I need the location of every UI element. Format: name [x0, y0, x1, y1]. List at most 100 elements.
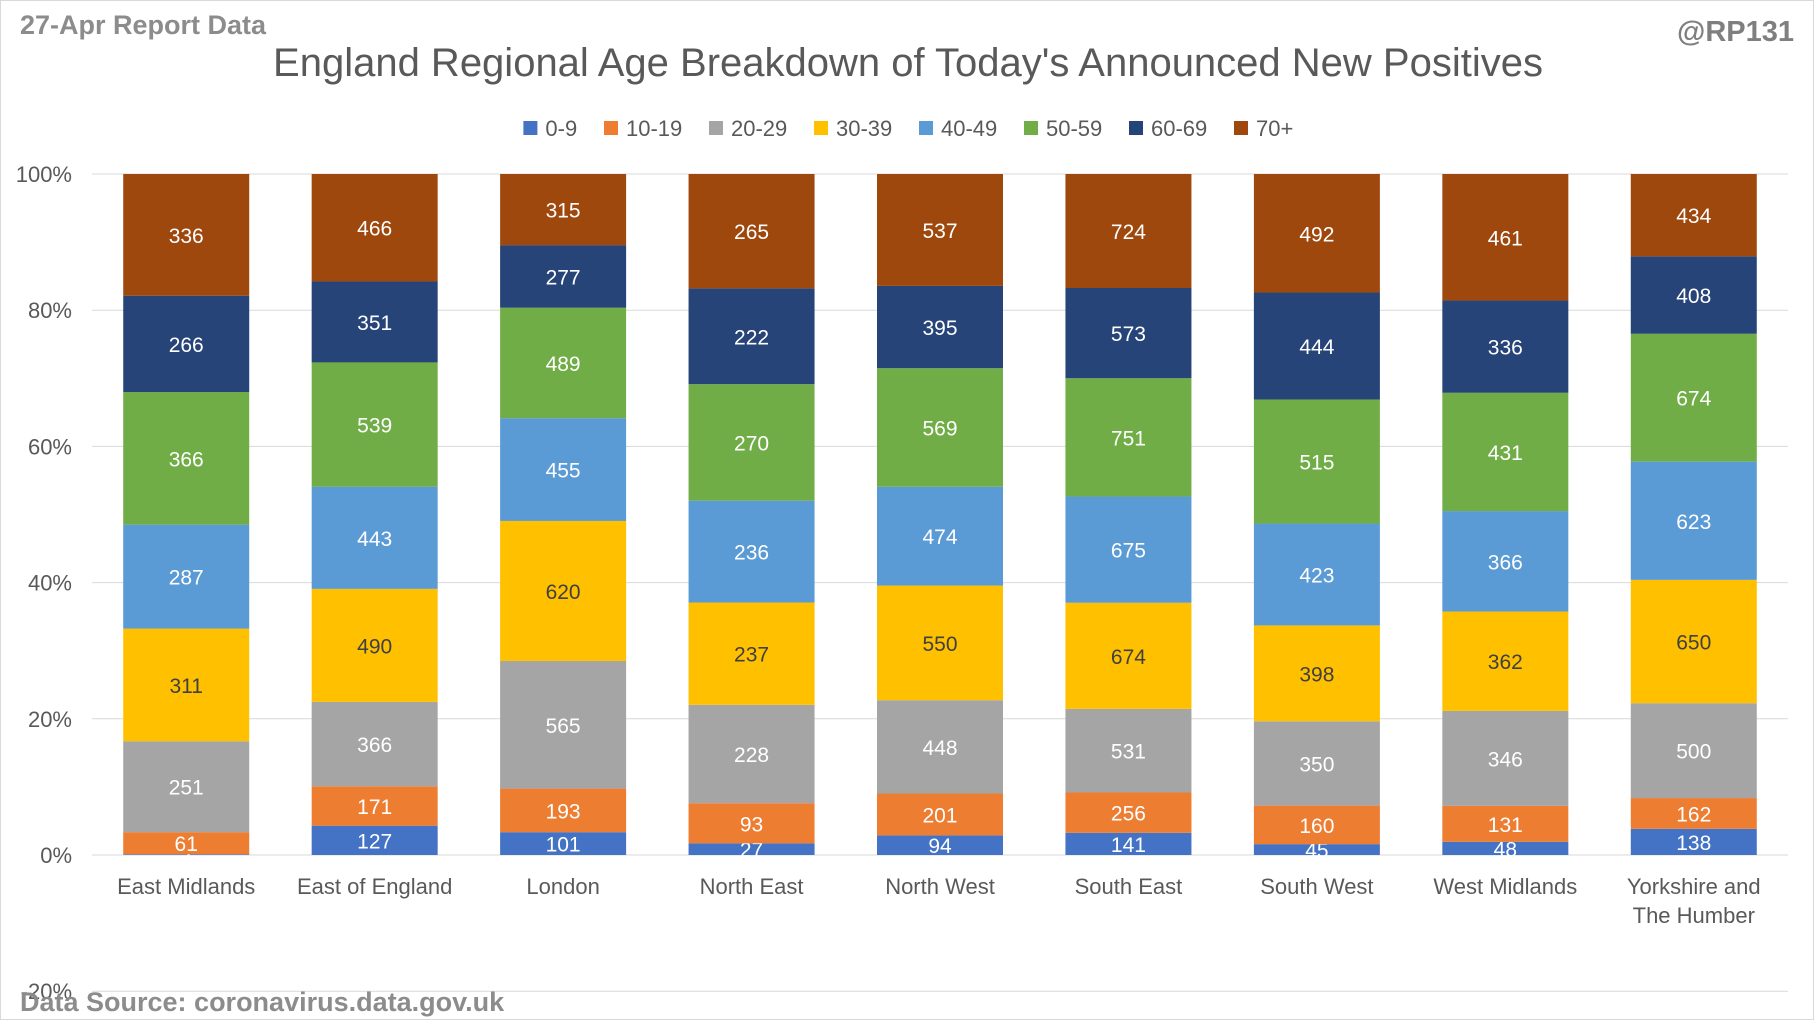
data-label: 515: [1299, 452, 1334, 475]
bar-segment: [311, 825, 438, 855]
legend-swatch: [814, 121, 828, 135]
legend-swatch: [523, 121, 538, 135]
y-tick-label: 20%: [28, 707, 72, 732]
bar-segment: [500, 245, 627, 308]
data-label: 434: [1676, 205, 1711, 228]
data-label: 228: [734, 744, 769, 767]
x-category-label: East of England: [297, 874, 452, 899]
data-label: 251: [169, 777, 204, 800]
data-label: 94: [928, 835, 952, 858]
data-label: 565: [546, 715, 581, 738]
data-label: 448: [922, 737, 957, 760]
data-label: 531: [1111, 741, 1146, 764]
x-category-label: West Midlands: [1433, 874, 1577, 899]
bar-segment: [311, 701, 438, 787]
bar-segment: [877, 585, 1003, 701]
bar-segment: [1253, 844, 1380, 855]
bar-segment: [1442, 841, 1569, 855]
data-label: 277: [546, 266, 581, 289]
data-label: 171: [357, 796, 392, 819]
data-label: 193: [546, 800, 581, 823]
bar-segment: [1065, 792, 1192, 833]
bar-segment: [688, 704, 815, 804]
bar-segment: [1630, 333, 1757, 462]
data-label: 492: [1299, 223, 1334, 246]
bar-segment: [123, 174, 250, 296]
data-label: 201: [922, 804, 957, 827]
bar-segment: [1253, 805, 1380, 845]
data-label: 398: [1299, 663, 1334, 686]
legend-swatch: [1234, 121, 1248, 135]
chart-title: England Regional Age Breakdown of Today'…: [273, 41, 1543, 85]
data-label: 444: [1299, 336, 1334, 359]
data-label: 350: [1299, 753, 1334, 776]
y-tick-label: 60%: [28, 434, 72, 459]
legend-label: 10-19: [626, 116, 682, 141]
bar-segment: [1630, 174, 1757, 257]
bar-segment: [877, 368, 1003, 487]
bar-segment: [688, 500, 815, 603]
data-label: 237: [734, 644, 769, 667]
x-category-label: South West: [1260, 874, 1373, 899]
bar-segment: [688, 384, 815, 501]
bar-segment: [1065, 287, 1192, 379]
data-label: 539: [357, 415, 392, 438]
data-label: 351: [357, 312, 392, 335]
data-label: 27: [740, 839, 763, 862]
data-label: 431: [1488, 442, 1523, 465]
bar-segment: [311, 588, 438, 702]
data-label: 550: [922, 633, 957, 656]
bar-segment: [311, 486, 438, 589]
data-label: 362: [1488, 651, 1523, 674]
bar-segment: [877, 700, 1003, 794]
bar-segment: [1065, 174, 1192, 288]
y-tick-label: 80%: [28, 298, 72, 323]
data-label: 222: [734, 326, 769, 349]
data-label: 620: [546, 581, 581, 604]
bar-segment: [123, 295, 250, 393]
bar-segment: [123, 741, 250, 833]
data-label: 287: [169, 567, 204, 590]
bar-segment: [1630, 256, 1757, 334]
y-tick-label: 100%: [16, 162, 72, 187]
bar-segment: [877, 835, 1003, 855]
bar-segment: [123, 524, 250, 629]
data-label: 138: [1676, 832, 1711, 855]
data-label: 131: [1488, 814, 1523, 837]
data-label: 61: [175, 833, 198, 856]
bar-segment: [500, 660, 627, 789]
bar-segment: [1630, 579, 1757, 704]
bar-segment: [1442, 174, 1569, 301]
legend-swatch: [1024, 121, 1038, 135]
data-label: 315: [546, 200, 581, 223]
data-label: 395: [922, 317, 957, 340]
bar-segment: [688, 174, 815, 289]
data-label: 423: [1299, 564, 1334, 587]
x-category-label: East Midlands: [117, 874, 255, 899]
bar-segment: [688, 803, 815, 844]
legend-label: 30-39: [836, 116, 892, 141]
bar-segment: [500, 520, 627, 661]
data-label: 443: [357, 528, 392, 551]
data-label: 490: [357, 635, 392, 658]
bar-segment: [1065, 378, 1192, 497]
data-label: 500: [1676, 741, 1711, 764]
data-label: 461: [1488, 227, 1523, 250]
bar-segment: [1253, 292, 1380, 400]
data-label: 346: [1488, 748, 1523, 771]
bar-segment: [500, 307, 627, 419]
data-label: 160: [1299, 815, 1334, 838]
legend-swatch: [604, 121, 618, 135]
data-label: 311: [169, 675, 202, 698]
data-label: 127: [357, 830, 392, 853]
data-label: 336: [169, 225, 204, 248]
data-label: 573: [1111, 323, 1146, 346]
author-handle: @RP131: [1677, 16, 1794, 48]
data-label: 675: [1111, 540, 1146, 563]
bar-segment: [123, 628, 250, 742]
bar-segment: [1253, 721, 1380, 806]
data-label: 162: [1676, 803, 1711, 826]
data-label: 141: [1111, 834, 1146, 857]
